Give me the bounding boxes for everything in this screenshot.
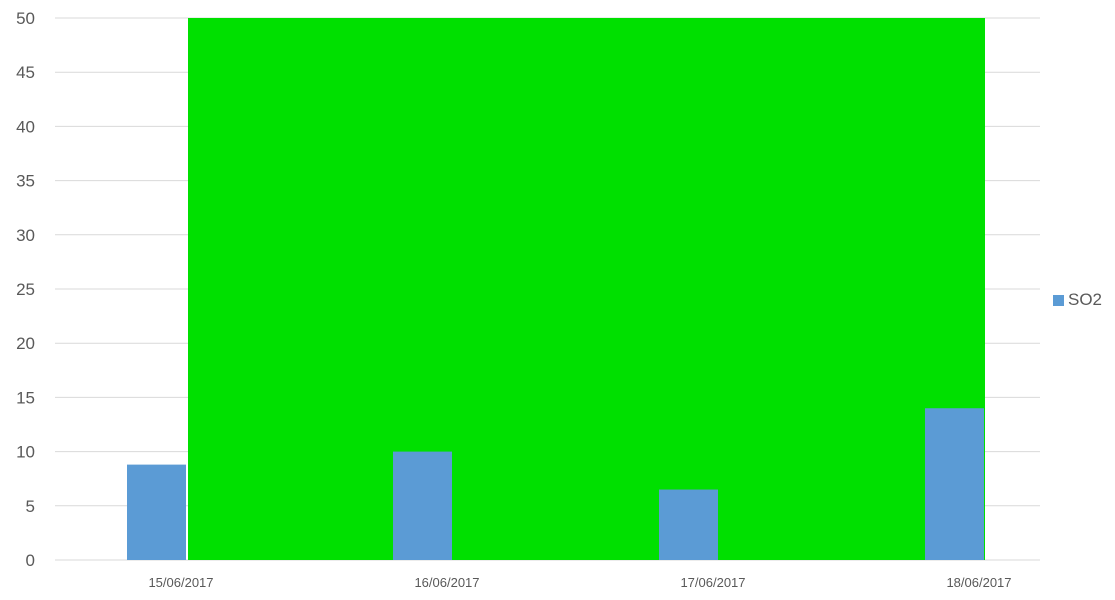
x-tick-label-2: 17/06/2017: [680, 575, 745, 590]
y-axis-tick-labels: 0 5 10 15 20 25 30 35 40 45 50: [16, 9, 35, 570]
y-tick-label-40: 40: [16, 117, 35, 136]
y-tick-label-25: 25: [16, 280, 35, 299]
legend-label-so2: SO2: [1068, 290, 1103, 309]
y-tick-label-30: 30: [16, 226, 35, 245]
y-tick-label-5: 5: [26, 497, 35, 516]
x-axis-tick-labels: 15/06/2017 16/06/2017 17/06/2017 18/06/2017: [148, 575, 1011, 590]
bar-so2-1: [393, 451, 452, 560]
x-tick-label-0: 15/06/2017: [148, 575, 213, 590]
green-band-layer: [188, 18, 985, 560]
x-tick-label-1: 16/06/2017: [414, 575, 479, 590]
bar-so2-2: [659, 489, 718, 560]
y-tick-label-45: 45: [16, 63, 35, 82]
legend-swatch-so2: [1053, 294, 1064, 306]
x-tick-label-3: 18/06/2017: [946, 575, 1011, 590]
y-tick-label-15: 15: [16, 388, 35, 407]
bar-so2-0: [127, 464, 186, 560]
y-tick-label-10: 10: [16, 443, 35, 462]
y-tick-label-35: 35: [16, 172, 35, 191]
bar-so2-3: [925, 408, 984, 560]
y-tick-label-20: 20: [16, 334, 35, 353]
y-tick-label-50: 50: [16, 9, 35, 28]
legend: SO2: [1053, 290, 1102, 310]
green-band: [188, 18, 985, 560]
y-tick-label-0: 0: [26, 551, 35, 570]
bars: [127, 408, 984, 560]
